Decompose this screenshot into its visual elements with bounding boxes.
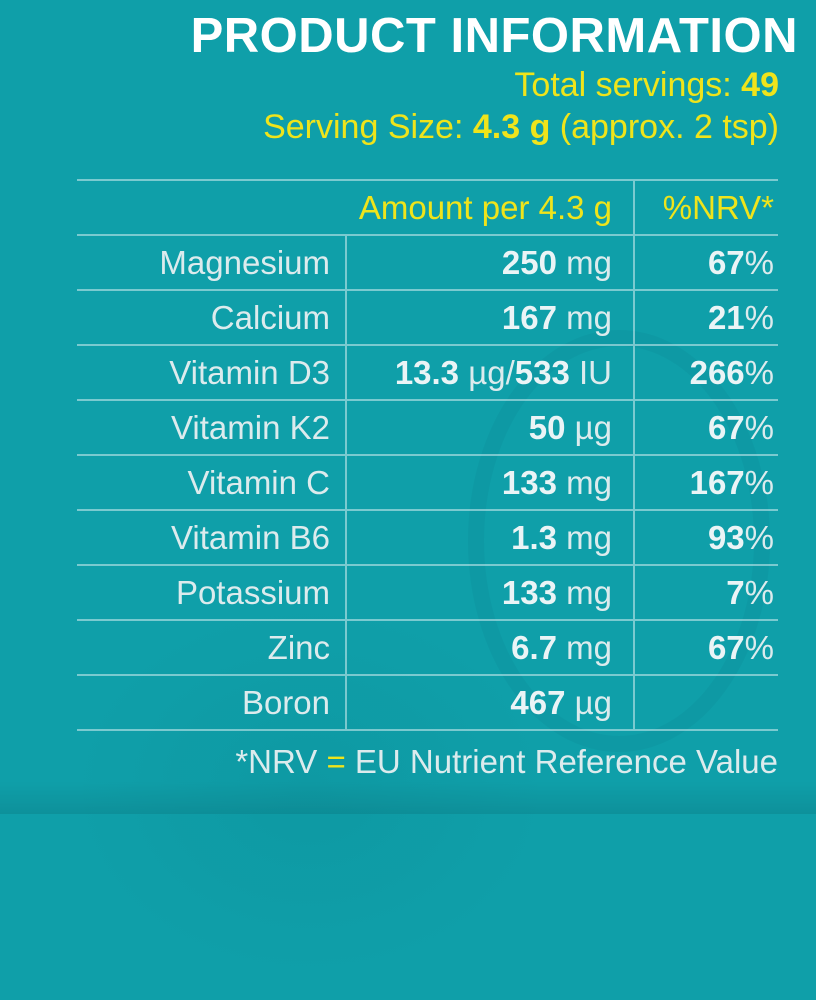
table-row: Vitamin C 133 mg 167% xyxy=(77,456,778,511)
nutrient-nrv: 7% xyxy=(633,566,778,619)
nutrient-name: Magnesium xyxy=(159,243,330,281)
serving-size-value: 4.3 g xyxy=(472,108,551,146)
nutrient-name: Potassium xyxy=(175,573,330,611)
table-row: Calcium 167 mg 21% xyxy=(77,291,778,346)
table-row: Vitamin D3 13.3 µg/533 IU 266% xyxy=(77,346,778,401)
nutrient-name: Calcium xyxy=(210,298,330,336)
table-row: Magnesium 250 mg 67% xyxy=(77,236,778,291)
table-row: Zinc 6.7 mg 67% xyxy=(77,621,778,676)
table-row: Boron 467 µg xyxy=(77,676,778,731)
nutrient-nrv xyxy=(633,676,778,729)
nutrient-amount: 50 µg xyxy=(345,401,633,454)
nutrient-name: Vitamin D3 xyxy=(169,353,330,391)
serving-size-note: (approx. 2 tsp) xyxy=(550,108,779,146)
nutrient-nrv: 266% xyxy=(633,346,778,399)
serving-size-label: Serving Size: xyxy=(263,108,473,146)
table-row: Vitamin K2 50 µg 67% xyxy=(77,401,778,456)
nutrient-amount: 13.3 µg/533 IU xyxy=(345,346,633,399)
page-title: PRODUCT INFORMATION xyxy=(190,9,798,63)
serving-size-line: Serving Size: 4.3 g (approx. 2 tsp) xyxy=(191,107,779,148)
nutrition-table: Amount per 4.3 g %NRV* Magnesium 250 mg 67… xyxy=(77,179,778,731)
nutrient-name: Zinc xyxy=(267,628,330,666)
nutrient-name: Boron xyxy=(241,683,330,721)
nutrient-amount: 250 mg xyxy=(345,236,633,289)
footnote-equals: = xyxy=(326,743,346,780)
nutrient-amount: 133 mg xyxy=(345,566,633,619)
footnote-suffix: EU Nutrient Reference Value xyxy=(345,743,778,780)
nutrient-nrv: 67% xyxy=(633,621,778,674)
table-body: Magnesium 250 mg 67% Calcium 167 mg 21% Vitami… xyxy=(77,236,778,731)
nutrient-amount: 167 mg xyxy=(345,291,633,344)
label-header: PRODUCT INFORMATION Total servings: 49 S… xyxy=(191,8,798,148)
amount-column-header: Amount per 4.3 g xyxy=(358,188,612,226)
table-row: Potassium 133 mg 7% xyxy=(77,566,778,621)
total-servings-label: Total servings: xyxy=(514,66,742,104)
nutrient-name: Vitamin C xyxy=(187,463,330,501)
table-header-row: Amount per 4.3 g %NRV* xyxy=(77,181,778,236)
total-servings-value: 49 xyxy=(741,66,779,104)
total-servings-line: Total servings: 49 xyxy=(191,65,779,106)
table-row: Vitamin B6 1.3 mg 93% xyxy=(77,511,778,566)
nutrient-nrv: 93% xyxy=(633,511,778,564)
nrv-column-header: %NRV* xyxy=(633,181,778,234)
nutrient-amount: 6.7 mg xyxy=(345,621,633,674)
nutrient-nrv: 21% xyxy=(633,291,778,344)
footnote-prefix: *NRV xyxy=(235,743,327,780)
nrv-footnote: *NRV = EU Nutrient Reference Value xyxy=(235,742,778,782)
nutrient-nrv: 67% xyxy=(633,236,778,289)
nutrient-amount: 467 µg xyxy=(345,676,633,729)
nutrient-nrv: 67% xyxy=(633,401,778,454)
nutrient-name: Vitamin K2 xyxy=(171,408,330,446)
nutrient-amount: 133 mg xyxy=(345,456,633,509)
nutrient-amount: 1.3 mg xyxy=(345,511,633,564)
nutrient-name: Vitamin B6 xyxy=(171,518,330,556)
nutrient-nrv: 167% xyxy=(633,456,778,509)
